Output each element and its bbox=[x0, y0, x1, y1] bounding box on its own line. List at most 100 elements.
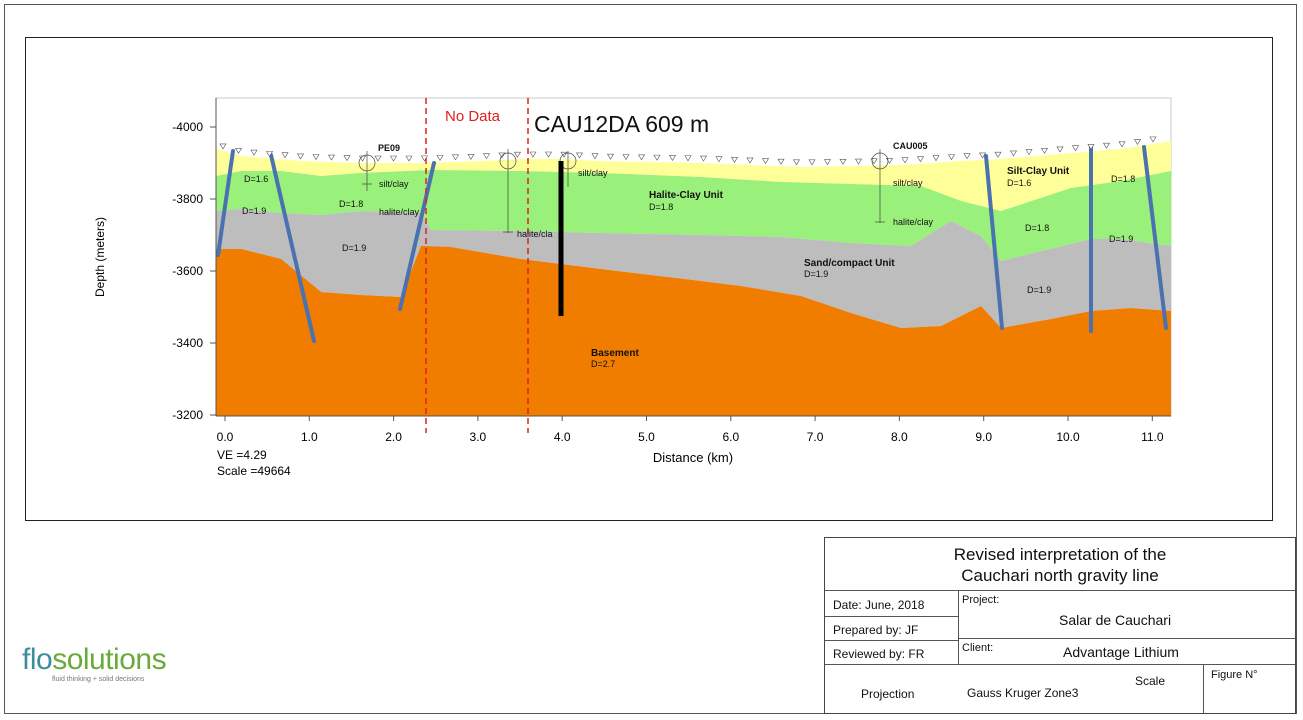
projection-label: Projection bbox=[861, 687, 915, 701]
station-marker bbox=[730, 157, 739, 163]
station-marker bbox=[1056, 146, 1064, 153]
silt-clay-label: silt/clay bbox=[379, 179, 409, 189]
density-label: D=1.6 bbox=[244, 174, 268, 184]
station-marker bbox=[265, 151, 274, 157]
fault-line bbox=[1142, 145, 1168, 330]
station-marker bbox=[405, 155, 413, 162]
client-label: Client: bbox=[962, 642, 994, 654]
y-tick-label: -3800 bbox=[172, 192, 203, 206]
silt-clay-label: silt/clay bbox=[578, 168, 608, 178]
station-marker bbox=[389, 155, 398, 162]
divider bbox=[958, 590, 959, 664]
y-tick-label: -4000 bbox=[172, 120, 203, 134]
station-marker bbox=[823, 159, 832, 166]
station-marker bbox=[467, 154, 475, 160]
x-tick-label: 0.0 bbox=[217, 430, 234, 444]
station-marker bbox=[978, 152, 987, 159]
density-label: D=1.9 bbox=[1027, 285, 1051, 295]
station-marker bbox=[994, 151, 1002, 158]
vertical-exaggeration: VE =4.29 bbox=[217, 448, 267, 462]
x-tick-label: 6.0 bbox=[722, 430, 739, 444]
station-marker bbox=[947, 154, 956, 161]
x-tick-label: 8.0 bbox=[891, 430, 908, 444]
station-marker bbox=[250, 149, 258, 156]
station-marker bbox=[963, 153, 971, 160]
station-marker bbox=[1071, 145, 1080, 152]
station-marker bbox=[312, 154, 320, 161]
station-marker bbox=[591, 153, 599, 160]
figure-panel: No Data CAU12DA 609 m PE09 CAU005 silt/c… bbox=[25, 37, 1273, 521]
x-tick-label: 7.0 bbox=[807, 430, 824, 444]
x-tick-label: 9.0 bbox=[975, 430, 992, 444]
halite-clay-unit-density: D=1.8 bbox=[649, 202, 673, 212]
station-marker bbox=[436, 155, 444, 161]
x-axis-label: Distance (km) bbox=[653, 450, 733, 465]
station-marker bbox=[451, 154, 460, 161]
layer-sand-compact bbox=[216, 209, 1171, 328]
station-marker bbox=[637, 154, 646, 161]
y-ticks: -4000 -3800 -3600 -3400 -3200 bbox=[172, 120, 216, 422]
divider bbox=[825, 664, 1295, 665]
station-marker bbox=[715, 156, 723, 163]
no-data-label: No Data bbox=[445, 108, 501, 125]
borehole-markers bbox=[358, 149, 889, 233]
x-tick-label: 4.0 bbox=[554, 430, 571, 444]
station-marker bbox=[901, 157, 909, 164]
pe09-label: PE09 bbox=[378, 143, 400, 153]
x-tick-label: 10.0 bbox=[1056, 430, 1080, 444]
fault-line bbox=[216, 149, 235, 257]
layer-basement bbox=[216, 246, 1171, 416]
density-label: D=1.9 bbox=[1109, 234, 1133, 244]
halite-clay-unit-label: Halite-Clay Unit bbox=[649, 190, 724, 201]
divider bbox=[1203, 664, 1204, 714]
date-text: Date: June, 2018 bbox=[833, 598, 925, 612]
fault-line bbox=[984, 154, 1004, 330]
surface-stations bbox=[219, 136, 1157, 166]
x-tick-label: 5.0 bbox=[638, 430, 655, 444]
cau005-label: CAU005 bbox=[893, 141, 928, 151]
fault-line bbox=[398, 161, 436, 311]
station-marker bbox=[575, 152, 584, 159]
silt-clay-unit-label: Silt-Clay Unit bbox=[1007, 166, 1070, 177]
station-marker bbox=[1102, 142, 1111, 149]
station-marker bbox=[1133, 139, 1142, 145]
station-marker bbox=[916, 156, 925, 163]
station-marker bbox=[296, 153, 305, 160]
logo-name-a: flo bbox=[22, 643, 53, 676]
station-marker bbox=[668, 155, 677, 162]
layer-halite-clay bbox=[216, 170, 1171, 261]
station-marker bbox=[839, 159, 847, 165]
station-marker bbox=[234, 148, 243, 154]
projection-value: Gauss Kruger Zone3 bbox=[967, 686, 1079, 700]
station-marker bbox=[1118, 141, 1126, 148]
station-marker bbox=[544, 151, 553, 158]
halite-clay-label: halite/clay bbox=[379, 207, 420, 217]
scale-label: Scale bbox=[1135, 674, 1166, 688]
x-tick-label: 2.0 bbox=[385, 430, 402, 444]
title-block: Revised interpretation of the Cauchari n… bbox=[824, 537, 1296, 714]
divider bbox=[825, 616, 958, 617]
station-marker bbox=[792, 159, 801, 166]
page-frame bbox=[4, 4, 1297, 714]
density-label: D=1.9 bbox=[242, 206, 266, 216]
station-marker bbox=[1009, 150, 1018, 157]
title-line-1: Revised interpretation of the bbox=[953, 545, 1167, 564]
density-label: D=1.9 bbox=[342, 243, 366, 253]
x-tick-label: 1.0 bbox=[301, 430, 318, 444]
station-marker bbox=[870, 158, 878, 165]
divider bbox=[958, 638, 1295, 639]
y-tick-label: -3400 bbox=[172, 336, 203, 350]
x-tick-label: 11.0 bbox=[1141, 430, 1164, 444]
station-marker bbox=[653, 154, 661, 161]
station-marker bbox=[513, 151, 522, 158]
station-marker bbox=[684, 155, 692, 162]
project-label: Project: bbox=[962, 594, 1000, 606]
logo-name-b: solutions bbox=[52, 643, 167, 676]
project-value: Salar de Cauchari bbox=[1059, 612, 1172, 628]
title-line-2: Cauchari north gravity line bbox=[961, 566, 1159, 585]
figure-number-label: Figure N° bbox=[1211, 669, 1258, 681]
density-label: D=1.8 bbox=[1025, 223, 1049, 233]
prepared-by-text: Prepared by: JF bbox=[833, 623, 919, 637]
y-axis-label: Depth (meters) bbox=[93, 217, 107, 297]
client-value: Advantage Lithium bbox=[1063, 644, 1179, 660]
